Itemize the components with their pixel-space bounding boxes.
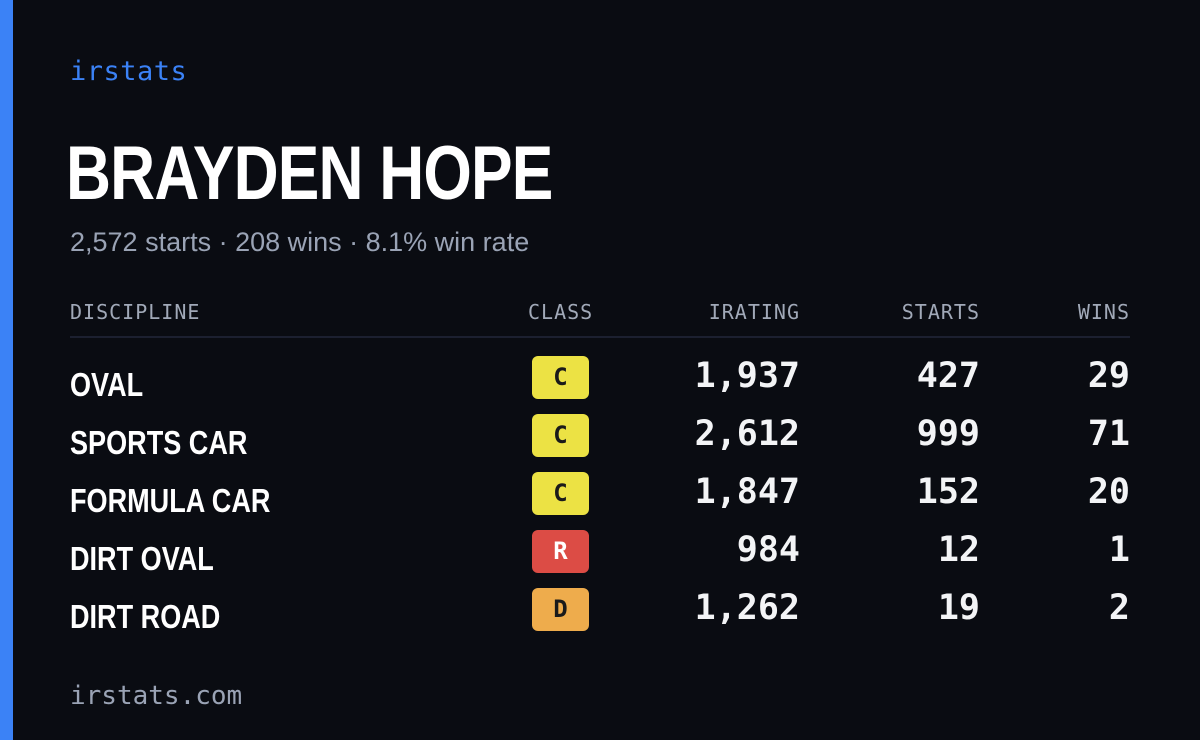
class-badge: C bbox=[532, 356, 589, 399]
player-summary: 2,572 starts · 208 wins · 8.1% win rate bbox=[70, 227, 530, 257]
table-header: DISCIPLINE CLASS IRATING STARTS WINS bbox=[70, 296, 1130, 338]
wins-value: 20 bbox=[1087, 472, 1130, 512]
header-class: CLASS bbox=[528, 300, 594, 324]
class-badge: D bbox=[532, 588, 589, 631]
accent-bar bbox=[0, 0, 13, 740]
stats-table: DISCIPLINE CLASS IRATING STARTS WINS OVA… bbox=[70, 296, 1130, 644]
starts-value: 12 bbox=[937, 530, 980, 570]
irating-value: 1,937 bbox=[694, 356, 800, 396]
header-starts: STARTS bbox=[901, 300, 980, 324]
class-badge: C bbox=[532, 472, 589, 515]
wins-value: 71 bbox=[1087, 414, 1130, 454]
table-row: FORMULA CAR C 1,847 152 20 bbox=[70, 470, 1130, 528]
table-body: OVAL C 1,937 427 29 SPORTS CAR C 2,612 9… bbox=[70, 354, 1130, 644]
wins-value: 2 bbox=[1108, 588, 1130, 628]
footer-url: irstats.com bbox=[70, 681, 243, 711]
starts-value: 999 bbox=[916, 414, 980, 454]
discipline-name: DIRT ROAD bbox=[70, 598, 221, 635]
class-badge: R bbox=[532, 530, 589, 573]
header-discipline: DISCIPLINE bbox=[70, 300, 201, 324]
discipline-name: SPORTS CAR bbox=[70, 424, 248, 461]
brand-logo: irstats bbox=[70, 56, 188, 87]
wins-value: 1 bbox=[1108, 530, 1130, 570]
irating-value: 984 bbox=[736, 530, 800, 570]
table-row: DIRT ROAD D 1,262 19 2 bbox=[70, 586, 1130, 644]
player-name: BRAYDEN HOPE bbox=[66, 131, 553, 216]
irating-value: 1,847 bbox=[694, 472, 800, 512]
table-row: SPORTS CAR C 2,612 999 71 bbox=[70, 412, 1130, 470]
class-badge: C bbox=[532, 414, 589, 457]
table-row: OVAL C 1,937 427 29 bbox=[70, 354, 1130, 412]
header-irating: IRATING bbox=[708, 300, 800, 324]
starts-value: 152 bbox=[916, 472, 980, 512]
starts-value: 19 bbox=[937, 588, 980, 628]
header-wins: WINS bbox=[1077, 300, 1130, 324]
starts-value: 427 bbox=[916, 356, 980, 396]
discipline-name: OVAL bbox=[70, 366, 144, 403]
table-row: DIRT OVAL R 984 12 1 bbox=[70, 528, 1130, 586]
irating-value: 1,262 bbox=[694, 588, 800, 628]
discipline-name: FORMULA CAR bbox=[70, 482, 271, 519]
wins-value: 29 bbox=[1087, 356, 1130, 396]
irating-value: 2,612 bbox=[694, 414, 800, 454]
discipline-name: DIRT OVAL bbox=[70, 540, 214, 577]
